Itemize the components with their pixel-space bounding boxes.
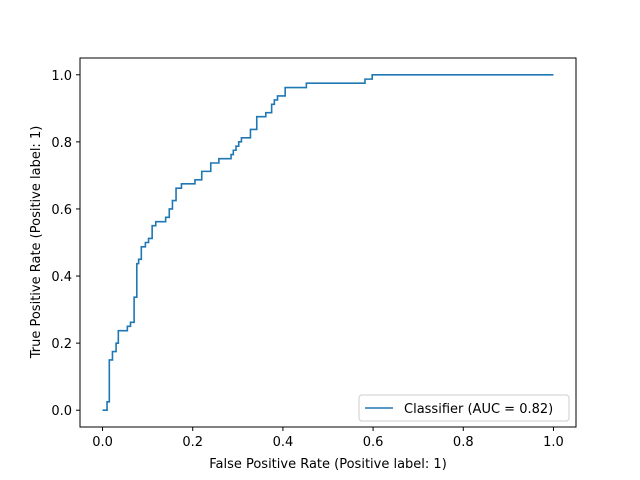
x-tick-label: 1.0 [543, 435, 564, 450]
y-axis-label: True Positive Rate (Positive label: 1) [29, 126, 44, 360]
x-tick-label: 0.8 [453, 435, 474, 450]
x-tick-label: 0.2 [182, 435, 203, 450]
plot-area [79, 57, 577, 428]
y-tick-label: 0.4 [51, 270, 72, 285]
axes-frame [79, 57, 577, 428]
x-axis-label: False Positive Rate (Positive label: 1) [209, 457, 447, 472]
x-tick-label: 0.0 [92, 435, 113, 450]
y-tick-label: 1.0 [51, 69, 72, 84]
legend-box [358, 394, 570, 422]
x-tick-label: 0.6 [363, 435, 384, 450]
y-tick-label: 0.2 [51, 337, 72, 352]
y-tick-label: 0.0 [51, 404, 72, 419]
y-tick-label: 0.6 [51, 203, 72, 218]
legend-label: Classifier (AUC = 0.82) [404, 402, 553, 417]
y-tick-label: 0.8 [51, 136, 72, 151]
legend: Classifier (AUC = 0.82) [358, 394, 570, 422]
axis-ticks: 0.0 0.2 0.4 0.6 0.8 1.0 0.0 0.2 0.4 0.6 0.8 1.0 [51, 69, 563, 450]
x-tick-label: 0.4 [273, 435, 294, 450]
roc-curve-line [102, 73, 554, 412]
